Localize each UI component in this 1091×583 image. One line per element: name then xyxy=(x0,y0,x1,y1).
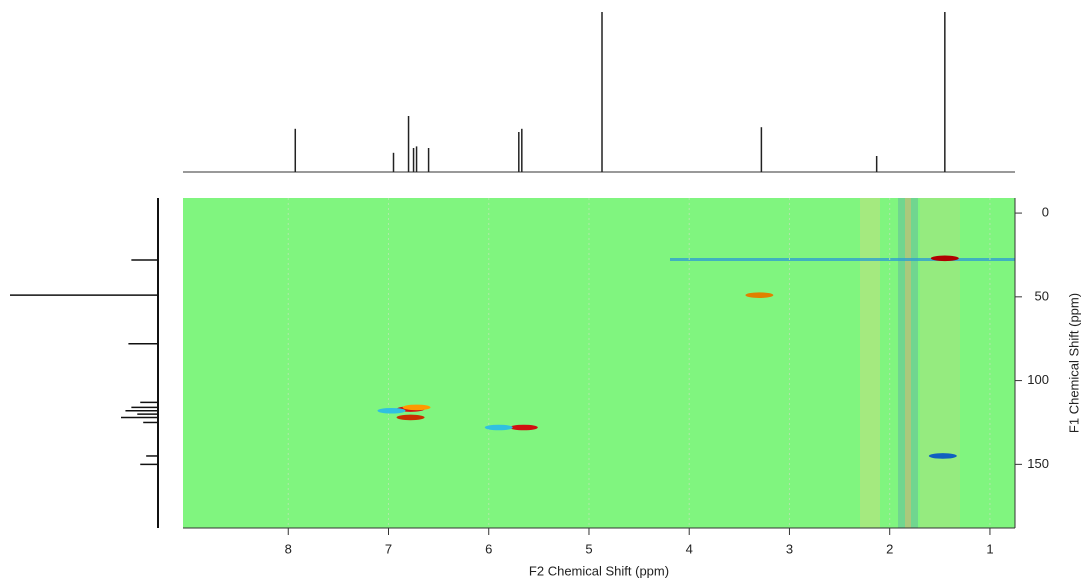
plot-area xyxy=(183,198,1015,528)
cross-peak xyxy=(484,424,513,431)
cross-peak xyxy=(930,255,959,262)
x-tick-label: 1 xyxy=(986,541,993,556)
cross-peak xyxy=(396,414,425,421)
y-axis-label: F1 Chemical Shift (ppm) xyxy=(1066,293,1081,433)
y-tick-label: 50 xyxy=(1035,288,1049,303)
x-tick-label: 5 xyxy=(585,541,592,556)
x-tick-label: 6 xyxy=(485,541,492,556)
x-tick-label: 4 xyxy=(686,541,693,556)
x-tick-label: 2 xyxy=(886,541,893,556)
x-axis-label: F2 Chemical Shift (ppm) xyxy=(529,563,669,578)
x-tick-label: 3 xyxy=(786,541,793,556)
x-tick-label: 7 xyxy=(385,541,392,556)
t1-noise xyxy=(670,198,1015,528)
cross-peak xyxy=(509,424,538,431)
y-tick-label: 100 xyxy=(1027,372,1049,387)
x-tick-label: 8 xyxy=(285,541,292,556)
cross-peak xyxy=(377,407,406,414)
cross-peak xyxy=(745,292,774,298)
y-tick-label: 0 xyxy=(1042,205,1049,220)
y-tick-label: 150 xyxy=(1027,456,1049,471)
cross-peak xyxy=(402,404,431,411)
cross-peak xyxy=(928,453,957,459)
